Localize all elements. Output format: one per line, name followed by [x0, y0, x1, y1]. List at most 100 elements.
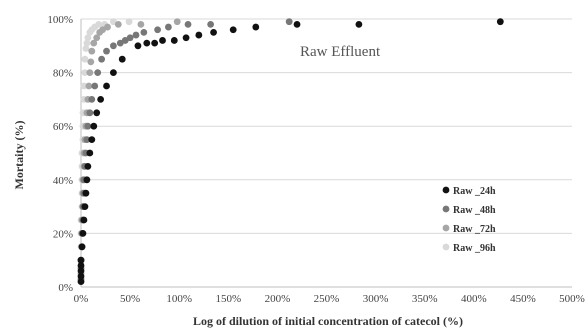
- data-point: [170, 37, 178, 44]
- data-point: [207, 20, 215, 28]
- data-point: [184, 20, 192, 28]
- data-points: [77, 18, 504, 286]
- data-point: [81, 203, 89, 211]
- data-point: [82, 45, 90, 52]
- data-point: [84, 163, 92, 170]
- x-tick-label: 50%: [120, 293, 140, 305]
- x-tick-label: 150%: [215, 293, 241, 305]
- data-point: [88, 96, 96, 103]
- legend-marker: [442, 224, 450, 232]
- data-point: [90, 122, 98, 130]
- x-axis-title: Log of dilution of initial concentration…: [193, 314, 463, 328]
- data-point: [195, 31, 203, 39]
- data-point: [80, 82, 88, 90]
- data-point: [91, 82, 99, 90]
- data-point: [285, 18, 293, 26]
- data-point: [94, 69, 102, 76]
- data-point: [164, 23, 172, 31]
- data-point: [182, 34, 190, 42]
- data-point: [83, 39, 91, 47]
- data-point: [137, 20, 145, 28]
- legend-marker: [442, 186, 450, 194]
- data-point: [81, 69, 89, 76]
- data-point: [159, 37, 166, 44]
- x-tick-label: 200%: [265, 293, 291, 305]
- y-tick-label: 100%: [47, 14, 73, 26]
- data-point: [134, 42, 142, 50]
- data-point: [114, 20, 122, 28]
- data-point: [79, 230, 87, 237]
- data-point: [140, 29, 148, 36]
- data-point: [229, 26, 237, 34]
- y-tick-label: 80%: [53, 68, 73, 80]
- y-tick-label: 20%: [53, 228, 73, 240]
- data-point: [87, 58, 95, 66]
- x-tick-label: 500%: [559, 293, 585, 305]
- data-point: [293, 20, 301, 28]
- data-point: [84, 122, 92, 130]
- data-point: [103, 82, 110, 90]
- data-point: [77, 278, 85, 286]
- data-point: [252, 23, 260, 31]
- x-tick-label: 450%: [510, 293, 536, 305]
- data-point: [78, 243, 86, 251]
- data-point: [151, 39, 159, 47]
- data-point: [90, 39, 98, 47]
- gridlines: [81, 18, 572, 234]
- legend-marker: [442, 205, 450, 213]
- data-point: [85, 82, 93, 90]
- data-point: [496, 18, 504, 26]
- tick-labels: 0% 20% 40% 60% 80% 100% 0% 50% 100% 150% 200% 250% 3…: [47, 14, 585, 305]
- data-point: [80, 216, 88, 224]
- legend-label: Raw _96h: [453, 243, 496, 254]
- y-axis-title: Mortaity (%): [12, 121, 26, 190]
- data-point: [95, 20, 103, 28]
- legend-label: Raw _72h: [453, 224, 496, 235]
- data-point: [125, 18, 133, 26]
- data-point: [86, 109, 94, 117]
- x-tick-label: 100%: [166, 293, 192, 305]
- data-point: [97, 96, 105, 103]
- x-tick-label: 400%: [461, 293, 487, 305]
- data-point: [93, 34, 101, 42]
- data-point: [77, 267, 85, 275]
- data-point: [86, 69, 94, 76]
- data-point: [83, 136, 91, 144]
- y-tick-label: 40%: [53, 175, 73, 187]
- data-point: [77, 256, 85, 264]
- data-point: [210, 29, 217, 36]
- data-point: [88, 136, 96, 144]
- data-point: [81, 55, 89, 63]
- x-tick-label: 300%: [363, 293, 389, 305]
- data-point: [110, 69, 117, 76]
- data-point: [118, 55, 126, 63]
- data-point: [173, 18, 181, 26]
- legend-label: Raw _24h: [453, 186, 496, 197]
- legend-marker: [442, 243, 450, 251]
- data-point: [143, 39, 151, 47]
- data-point: [104, 23, 111, 31]
- data-point: [77, 272, 85, 280]
- data-point: [77, 262, 85, 269]
- data-point: [355, 20, 363, 28]
- y-tick-label: 60%: [53, 121, 73, 133]
- legend-label: Raw _48h: [453, 205, 496, 216]
- data-point: [88, 47, 96, 55]
- data-point: [86, 149, 94, 157]
- data-point: [82, 189, 90, 197]
- y-tick-label: 0%: [58, 282, 73, 294]
- data-point: [103, 47, 110, 55]
- data-point: [98, 55, 106, 63]
- data-point: [126, 34, 134, 42]
- data-point: [110, 42, 117, 50]
- legend: Raw _24h Raw _48h Raw _72h Raw _96h: [442, 186, 496, 254]
- data-point: [83, 176, 91, 184]
- x-tick-label: 250%: [314, 293, 340, 305]
- x-tick-label: 350%: [412, 293, 438, 305]
- data-point: [84, 34, 92, 42]
- data-point: [132, 31, 140, 39]
- chart-annotation: Raw Effluent: [300, 44, 381, 60]
- x-tick-label: 0%: [74, 293, 89, 305]
- data-point: [93, 109, 101, 117]
